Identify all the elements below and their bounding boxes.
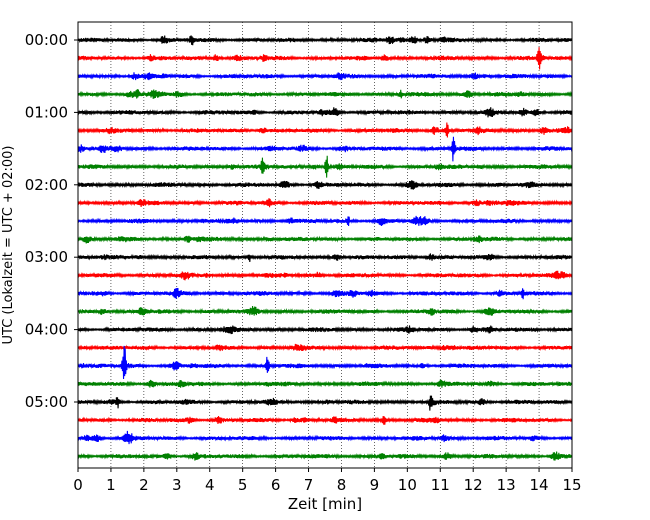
- y-axis-label: UTC (Lokalzeit = UTC + 02:00): [1, 146, 16, 345]
- seismic-trace: [77, 35, 573, 46]
- y-tick-label: 00:00: [25, 31, 68, 49]
- grid-layer: [110, 22, 540, 468]
- seismic-trace: [77, 215, 573, 226]
- seismic-trace: [77, 47, 573, 70]
- x-tick-label: 3: [172, 476, 182, 494]
- x-tick-label: 0: [73, 476, 83, 494]
- seismic-trace: [77, 198, 573, 208]
- y-tick-label: 01:00: [25, 103, 68, 121]
- seismic-trace: [77, 415, 573, 425]
- x-tick-label: 6: [271, 476, 281, 494]
- seismic-trace: [77, 379, 573, 388]
- y-tick-label: 02:00: [25, 176, 68, 194]
- seismic-trace: [77, 451, 573, 461]
- seismic-trace: [77, 306, 573, 316]
- x-tick-label: 1: [106, 476, 116, 494]
- x-tick-label: 15: [562, 476, 581, 494]
- x-tick-label: 9: [370, 476, 380, 494]
- x-tick-label: 5: [238, 476, 248, 494]
- seismic-trace: [77, 72, 573, 81]
- x-tick-label: 2: [139, 476, 149, 494]
- seismic-trace: [77, 235, 573, 244]
- seismic-trace: [77, 122, 573, 138]
- x-tick-label: 7: [304, 476, 314, 494]
- x-tick-label: 12: [464, 476, 483, 494]
- x-tick-label: 13: [497, 476, 516, 494]
- seismic-trace: [77, 136, 573, 162]
- seismic-trace: [77, 345, 573, 379]
- x-tick-label: 4: [205, 476, 215, 494]
- seismic-trace: [77, 180, 573, 190]
- x-tick-label: 14: [530, 476, 549, 494]
- x-tick-label: 11: [431, 476, 450, 494]
- y-axis: 00:00 01:00 02:00 03:00 04:00 05:00: [25, 31, 78, 411]
- seismic-trace: [77, 430, 573, 445]
- seismic-trace: [77, 270, 573, 281]
- seismic-trace: [77, 287, 573, 300]
- x-axis: 0 1 2 3 4 5 6 7 8 9 10 11 12 13 14 15: [73, 468, 582, 494]
- seismic-trace: [77, 107, 573, 118]
- trace-layer: [77, 35, 573, 461]
- x-tick-label: 10: [398, 476, 417, 494]
- plot-frame: [77, 21, 573, 469]
- x-axis-label: Zeit [min]: [288, 495, 362, 513]
- y-tick-label: 04:00: [25, 321, 68, 339]
- seismic-trace: [77, 89, 573, 99]
- seismic-trace: [77, 155, 573, 178]
- y-tick-label: 03:00: [25, 248, 68, 266]
- seismic-trace: [77, 253, 573, 262]
- seismic-trace: [77, 343, 573, 352]
- x-tick-label: 8: [337, 476, 347, 494]
- seismic-trace: [77, 395, 573, 411]
- seismic-trace: [77, 325, 573, 335]
- y-tick-label: 05:00: [25, 393, 68, 411]
